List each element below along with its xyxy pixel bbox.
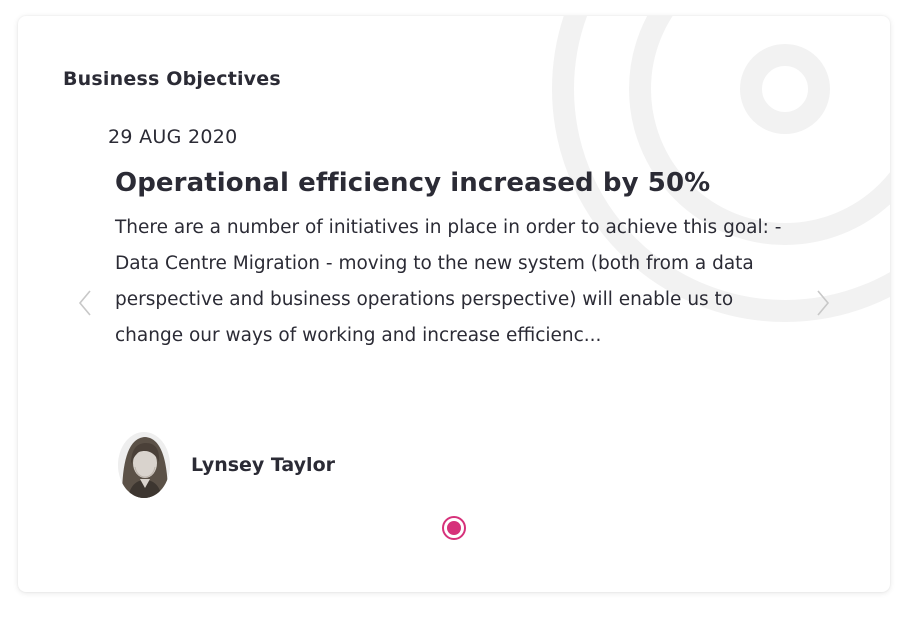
author-name: Lynsey Taylor bbox=[191, 454, 335, 476]
slide-description: There are a number of initiatives in pla… bbox=[115, 217, 782, 346]
chevron-right-icon bbox=[817, 290, 830, 316]
objectives-card: Business Objectives 29 AUG 2020 Operatio… bbox=[18, 16, 890, 592]
carousel-indicators bbox=[441, 515, 467, 541]
author: Lynsey Taylor bbox=[118, 432, 335, 498]
next-slide-button[interactable] bbox=[810, 288, 834, 318]
person-photo-icon bbox=[118, 432, 170, 498]
slide-headline: Operational efficiency increased by 50% bbox=[115, 168, 711, 198]
avatar bbox=[118, 432, 170, 498]
radio-dot-icon bbox=[442, 516, 466, 540]
carousel-dot-1[interactable] bbox=[441, 515, 467, 541]
chevron-left-icon bbox=[78, 290, 91, 316]
widget-title: Business Objectives bbox=[63, 68, 281, 90]
slide-date: 29 AUG 2020 bbox=[108, 126, 238, 148]
previous-slide-button[interactable] bbox=[74, 288, 98, 318]
